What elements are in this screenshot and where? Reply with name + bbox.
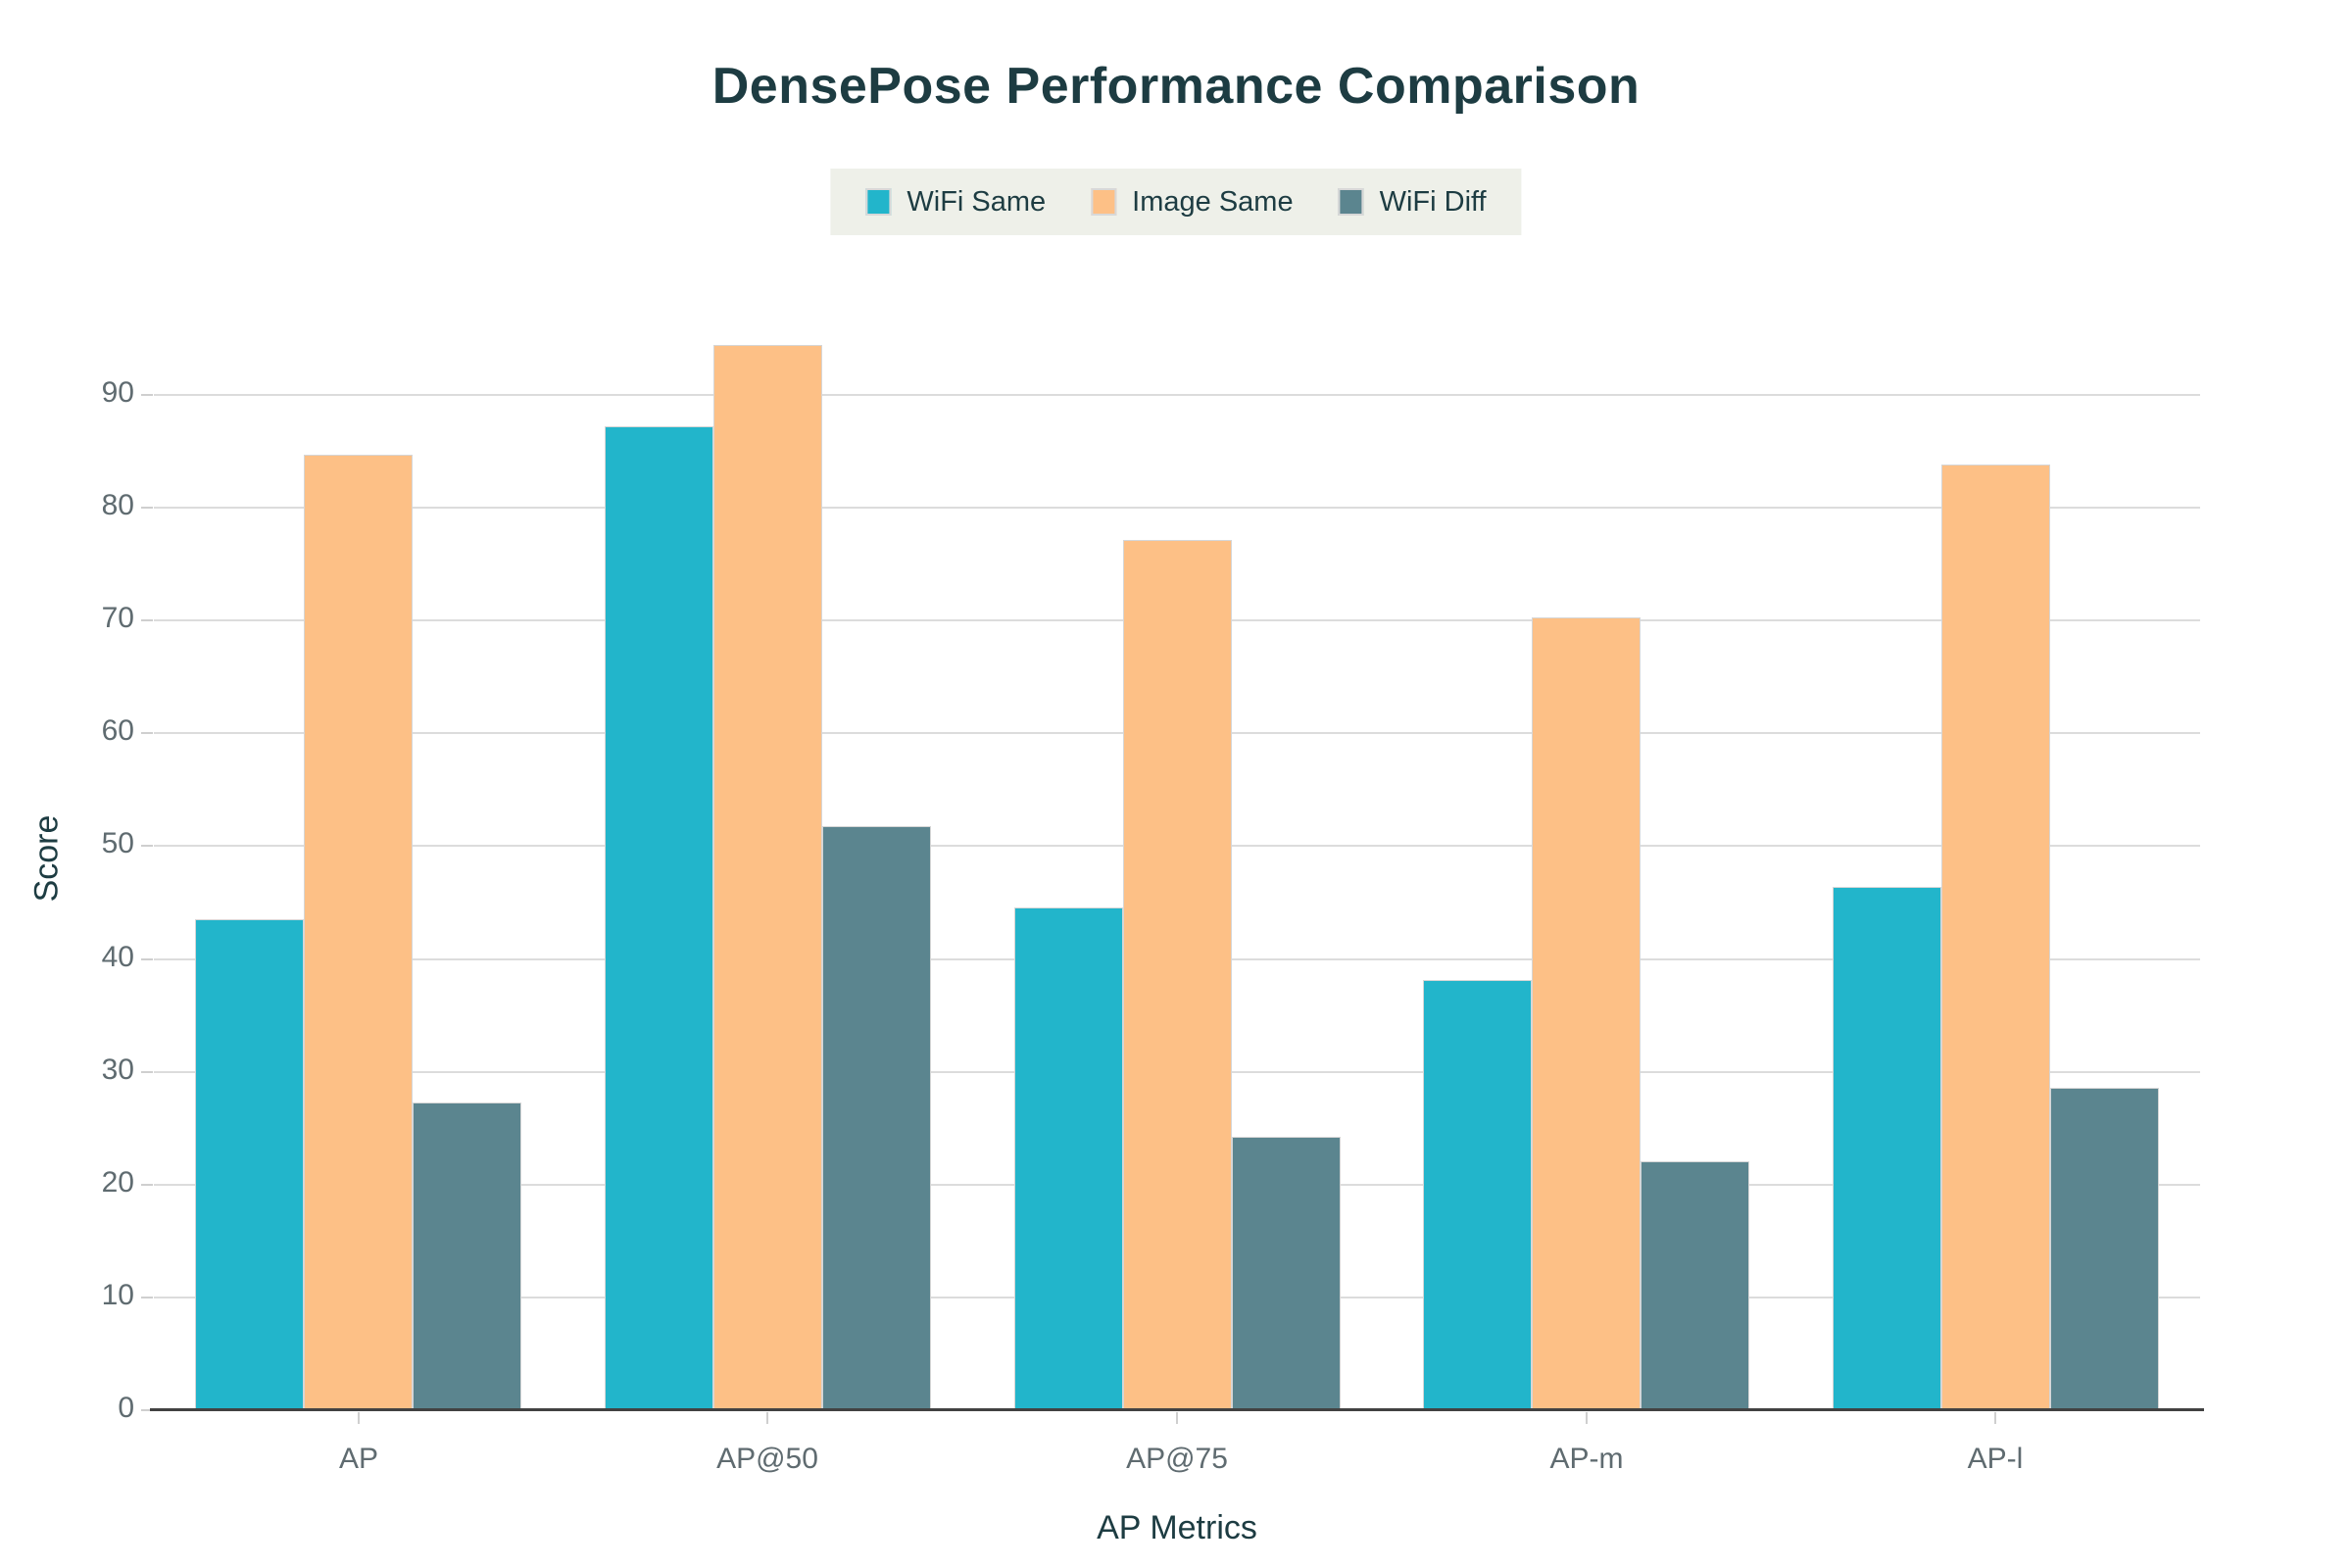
legend: WiFi Same Image Same WiFi Diff	[830, 169, 1522, 235]
bar-wifi-diff-ap-m[interactable]	[1641, 1161, 1749, 1410]
bar-wifi-same-ap@50[interactable]	[605, 426, 713, 1410]
legend-label: Image Same	[1132, 185, 1294, 218]
x-tick-label-ap-l: AP-l	[1967, 1443, 2024, 1475]
y-tick-mark-40	[141, 958, 153, 960]
legend-item-image-same[interactable]: Image Same	[1091, 185, 1294, 219]
bar-image-same-ap-m[interactable]	[1532, 617, 1641, 1410]
y-gridline-80	[154, 507, 2200, 509]
x-tick-label-ap@50: AP@50	[716, 1443, 818, 1475]
legend-swatch-icon	[1091, 188, 1117, 216]
y-tick-mark-30	[141, 1071, 153, 1073]
x-axis-title: AP Metrics	[1097, 1509, 1257, 1546]
bar-wifi-diff-ap[interactable]	[413, 1102, 521, 1410]
y-tick-mark-10	[141, 1297, 153, 1298]
legend-item-wifi-same[interactable]: WiFi Same	[865, 186, 1046, 219]
y-axis-title: Score	[27, 814, 66, 903]
x-tick-mark-ap@50	[766, 1412, 768, 1424]
bar-image-same-ap@50[interactable]	[713, 345, 822, 1410]
bar-image-same-ap@75[interactable]	[1123, 540, 1232, 1410]
x-tick-mark-ap-l	[1994, 1412, 1996, 1424]
x-tick-label-ap@75: AP@75	[1126, 1443, 1228, 1475]
y-tick-label-0: 0	[118, 1392, 134, 1424]
bar-wifi-same-ap[interactable]	[195, 919, 304, 1410]
bar-wifi-same-ap-l[interactable]	[1833, 887, 1941, 1410]
x-tick-label-ap: AP	[338, 1443, 379, 1475]
y-tick-mark-50	[141, 845, 153, 847]
y-tick-mark-90	[141, 394, 153, 396]
bar-wifi-same-ap-m[interactable]	[1423, 980, 1532, 1410]
x-axis-line	[150, 1408, 2204, 1411]
y-tick-label-30: 30	[101, 1054, 134, 1086]
legend-swatch-icon	[1338, 188, 1364, 216]
x-tick-label-ap-m: AP-m	[1549, 1443, 1624, 1475]
y-tick-label-20: 20	[101, 1166, 134, 1199]
bar-wifi-diff-ap@75[interactable]	[1232, 1137, 1341, 1410]
y-tick-mark-0	[141, 1409, 153, 1411]
chart-title: DensePose Performance Comparison	[711, 58, 1641, 115]
y-tick-label-80: 80	[101, 489, 134, 521]
bar-wifi-same-ap@75[interactable]	[1014, 907, 1123, 1410]
y-tick-mark-60	[141, 732, 153, 734]
x-tick-mark-ap-m	[1586, 1412, 1588, 1424]
y-tick-mark-70	[141, 619, 153, 621]
x-tick-mark-ap@75	[1176, 1412, 1178, 1424]
y-tick-label-90: 90	[101, 376, 134, 409]
y-tick-label-60: 60	[101, 714, 134, 747]
y-tick-label-70: 70	[101, 602, 134, 634]
y-tick-label-10: 10	[101, 1279, 134, 1311]
y-tick-label-50: 50	[101, 827, 134, 859]
x-tick-mark-ap	[358, 1412, 360, 1424]
bar-image-same-ap-l[interactable]	[1941, 465, 2050, 1410]
legend-swatch-icon	[865, 188, 892, 216]
bar-image-same-ap[interactable]	[304, 455, 413, 1410]
bar-wifi-diff-ap@50[interactable]	[822, 826, 931, 1410]
bar-wifi-diff-ap-l[interactable]	[2050, 1088, 2159, 1410]
y-tick-mark-80	[141, 507, 153, 509]
y-gridline-90	[154, 394, 2200, 396]
legend-label: WiFi Same	[906, 185, 1047, 218]
legend-label: WiFi Diff	[1379, 185, 1487, 218]
legend-item-wifi-diff[interactable]: WiFi Diff	[1338, 185, 1487, 219]
y-tick-mark-20	[141, 1184, 153, 1186]
y-tick-label-40: 40	[101, 941, 134, 973]
